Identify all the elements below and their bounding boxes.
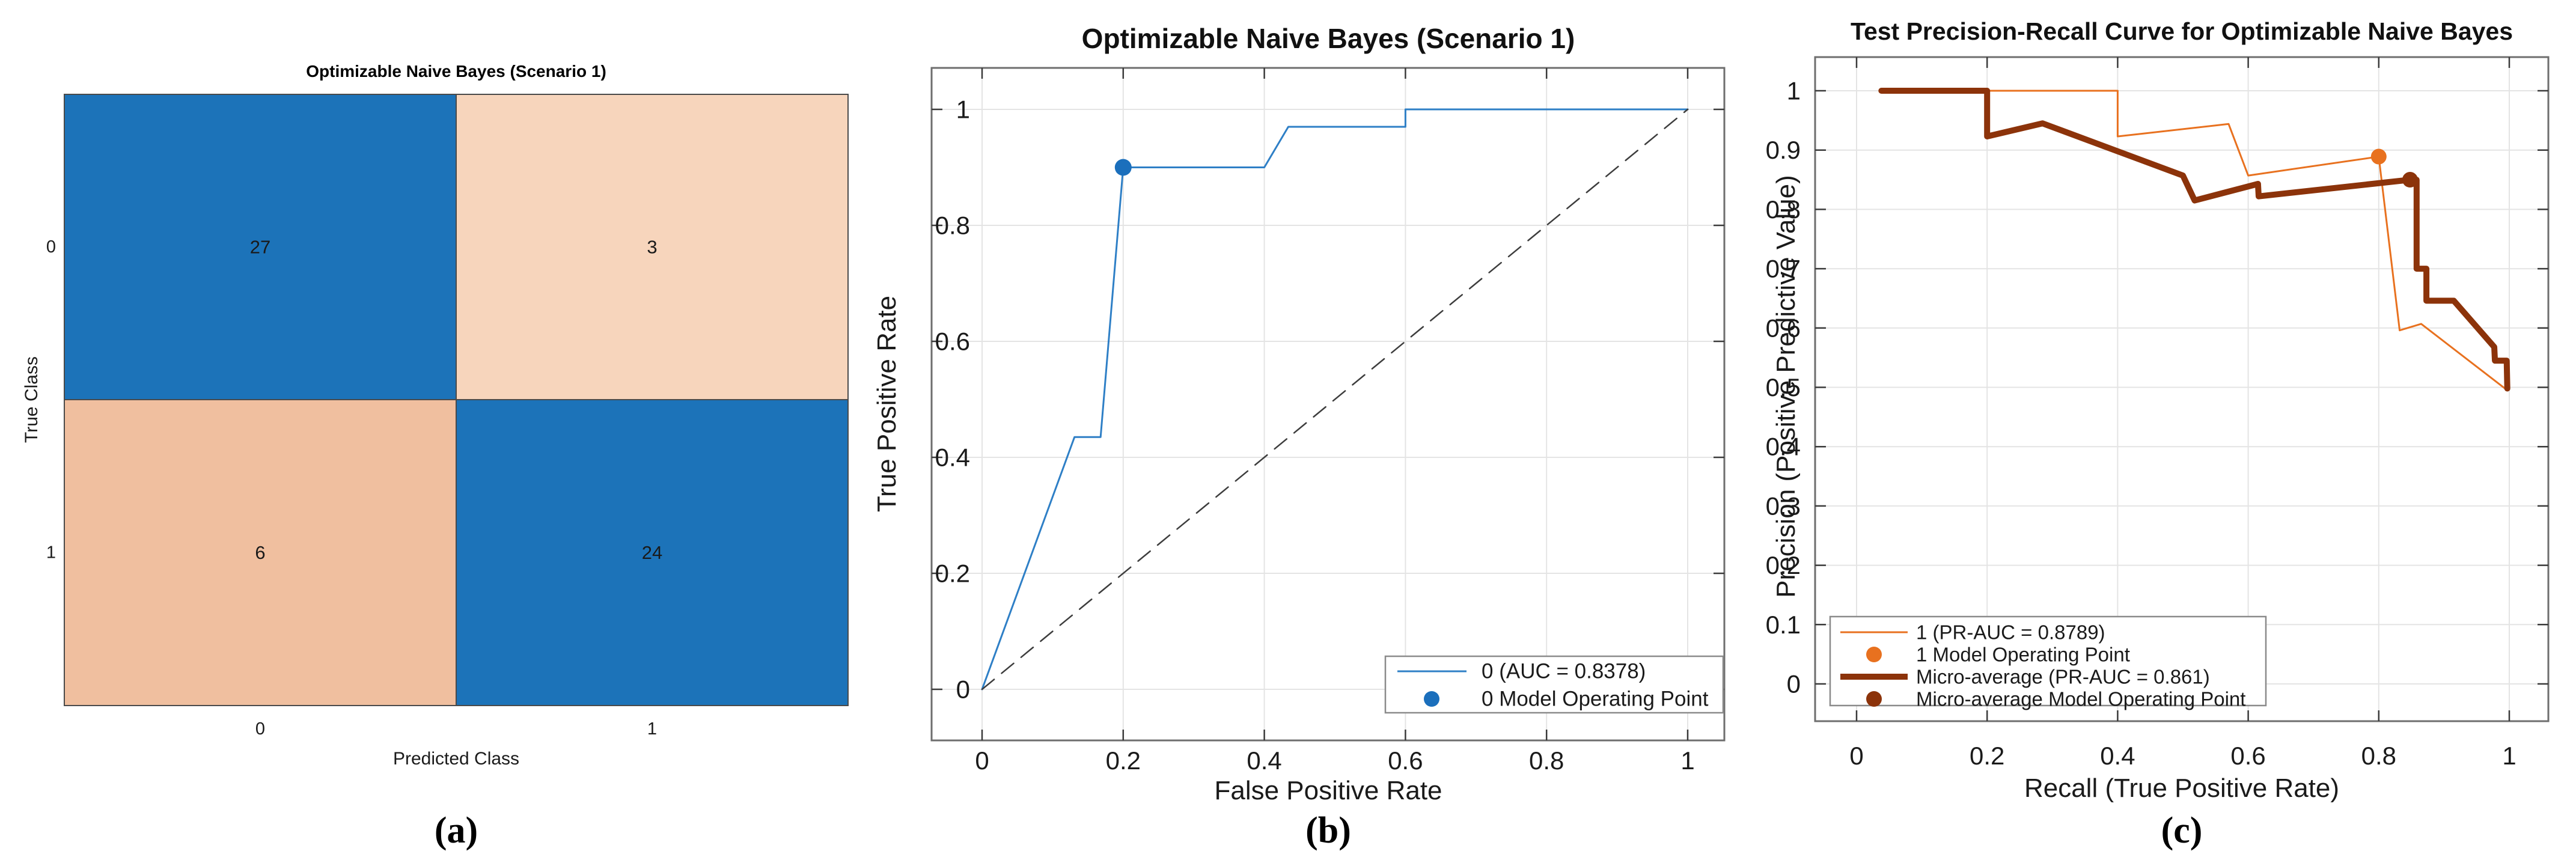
panel-a-caption: (a) [435, 810, 478, 851]
y-tick-label: 0 [46, 237, 56, 257]
confusion-cell-value: 6 [255, 542, 265, 563]
panel-b-title: Optimizable Naive Bayes (Scenario 1) [1082, 23, 1575, 54]
confusion-cell [64, 399, 457, 706]
panel-c-title: Test Precision-Recall Curve for Optimiza… [1851, 17, 2513, 45]
pr-markers [2370, 148, 2418, 188]
confusion-matrix-cells: 27 3 6 24 [64, 94, 849, 706]
y-tick-label: 0.5 [1766, 373, 1801, 401]
legend-label: Micro-average (PR-AUC = 0.861) [1916, 666, 2210, 688]
x-tick-label: 1 [647, 719, 657, 739]
panel-c-caption: (c) [2161, 810, 2203, 851]
y-tick-label: 0.3 [1766, 492, 1801, 520]
x-tick-label: 0.8 [2361, 742, 2396, 770]
axes-box [1814, 56, 2550, 722]
legend-dot-sample [1866, 647, 1882, 662]
y-tick-label: 0.7 [1766, 255, 1801, 283]
y-tick-label: 0.2 [935, 560, 970, 588]
axes-box [930, 67, 1726, 742]
x-tick-label: 0 [1849, 742, 1863, 770]
y-tick-label: 0.8 [1766, 195, 1801, 224]
legend-label: 1 Model Operating Point [1916, 644, 2130, 666]
x-tick-label: 1 [2502, 742, 2516, 770]
x-tick-label: 0.6 [2230, 742, 2265, 770]
roc-markers [1114, 159, 1132, 176]
x-tick-label: 1 [1680, 746, 1694, 775]
x-tick-label: 0.2 [1970, 742, 2004, 770]
x-tick-label: 0.8 [1529, 746, 1564, 775]
roc-legend: 0 (AUC = 0.8378) 0 Model Operating Point [1384, 655, 1724, 714]
roc-axes [930, 67, 1726, 742]
y-tick-label: 1 [956, 96, 970, 124]
panel-b-ylabel: True Positive Rate [872, 296, 902, 512]
x-tick-label: 0.4 [1247, 746, 1281, 775]
x-tick-label: 0 [255, 719, 265, 739]
y-tick-label: 0 [956, 675, 970, 704]
marker-0-model-operating-point [1114, 159, 1132, 176]
marker-micro-average-model-operating-point [2402, 172, 2418, 188]
series-roc-class-0 [981, 108, 1689, 691]
x-tick-label: 0.2 [1106, 746, 1141, 775]
confusion-cell [456, 399, 849, 706]
confusion-matrix-ticklabels: 0 1 0 1 [46, 237, 657, 739]
y-tick-label: 0.8 [935, 212, 970, 240]
panel-a-ylabel: True Class [22, 356, 41, 443]
x-tick-label: 0.4 [2100, 742, 2135, 770]
y-tick-label: 1 [1787, 77, 1801, 105]
y-tick-label: 0.2 [1766, 551, 1801, 579]
legend-label: 1 (PR-AUC = 0.8789) [1916, 621, 2105, 644]
legend-label: 0 (AUC = 0.8378) [1482, 660, 1646, 683]
pr-legend: 1 (PR-AUC = 0.8789)1 Model Operating Poi… [1829, 615, 2267, 710]
legend-label: Micro-average Model Operating Point [1916, 688, 2245, 710]
confusion-cell-value: 3 [647, 237, 657, 258]
marker-1-model-operating-point [2370, 148, 2387, 165]
panel-b-caption: (b) [1305, 810, 1351, 851]
y-tick-label: 1 [46, 543, 56, 563]
panel-a-confusion-matrix: 27 3 6 24 0 1 0 1 Optimizable Naive Bayes (Sce… [22, 62, 849, 851]
y-tick-label: 0.6 [935, 328, 970, 356]
y-tick-label: 0.6 [1766, 314, 1801, 342]
panel-a-xlabel: Predicted Class [393, 749, 519, 769]
series-class-1-pr-curve [1880, 90, 2509, 391]
panel-b-xlabel: False Positive Rate [1214, 776, 1442, 805]
panel-c-pr-chart: 0 0.2 0.4 0.6 0.8 1 0 0.1 0.2 0.3 0.4 0.5 0.6 0.7 0.8 0… [1766, 17, 2550, 851]
panel-a-title: Optimizable Naive Bayes (Scenario 1) [306, 62, 606, 81]
x-tick-label: 0 [975, 746, 989, 775]
panel-c-xlabel: Recall (True Positive Rate) [2024, 773, 2339, 803]
y-tick-label: 0.9 [1766, 136, 1801, 164]
y-tick-label: 0.4 [1766, 433, 1801, 461]
pr-ticklabels: 0 0.2 0.4 0.6 0.8 1 0 0.1 0.2 0.3 0.4 0.5 0.6 0.7 0.8 0… [1766, 77, 2516, 770]
legend-label: 0 Model Operating Point [1482, 688, 1709, 711]
y-tick-label: 0.4 [935, 444, 970, 472]
legend-box [1384, 655, 1724, 714]
y-tick-label: 0.1 [1766, 611, 1801, 639]
roc-grid [932, 68, 1724, 740]
roc-ticklabels: 0 0.2 0.4 0.6 0.8 1 0 0.2 0.4 0.6 0.8 1 [935, 96, 1695, 775]
x-tick-label: 0.6 [1388, 746, 1423, 775]
pr-series [1878, 88, 2510, 392]
panel-c-ylabel: Precision (Positive Predictive Value) [1771, 175, 1801, 597]
confusion-cell [456, 94, 849, 400]
legend-dot-sample [1866, 691, 1882, 707]
series-chance-diagonal [981, 108, 1689, 691]
confusion-cell-value: 27 [250, 237, 270, 258]
roc-series [981, 108, 1689, 691]
legend-dot-sample [1424, 691, 1439, 707]
pr-axes [1814, 56, 2550, 722]
confusion-cell [64, 94, 457, 400]
confusion-cell-value: 24 [642, 542, 662, 563]
y-tick-label: 0 [1787, 670, 1801, 698]
series-micro-average-pr-curve [1878, 88, 2510, 392]
panel-b-roc-chart: 0 0.2 0.4 0.6 0.8 1 0 0.2 0.4 0.6 0.8 1 0 (AUC = 0.… [872, 23, 1726, 851]
